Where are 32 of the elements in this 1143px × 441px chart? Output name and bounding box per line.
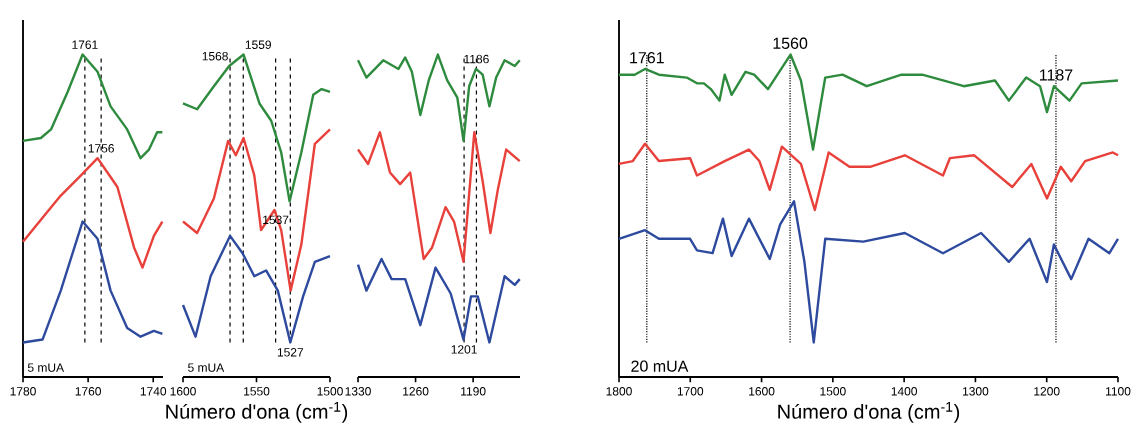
x-axis-title: Número d'ona (cm$^{-1}$)	[778, 402, 960, 423]
x-tick-label: 1260	[403, 387, 429, 396]
text: 20 mUA	[631, 360, 689, 372]
annotation: 1761	[630, 52, 664, 64]
x-tick-label: 1780	[10, 387, 36, 396]
x-tick-label: 1190	[461, 387, 486, 396]
x-axis-title: Número d'ona (cm$^{-1}$)	[166, 402, 348, 423]
annotation: 1527	[277, 348, 304, 357]
annotation: 1568	[202, 51, 228, 61]
x-tick-label: 1100	[1106, 387, 1131, 396]
annotation: 1201	[451, 345, 477, 354]
x-tick-label: 1400	[891, 387, 918, 396]
x-tick-label: 1550	[244, 387, 270, 396]
x-tick-label: 1330	[345, 387, 371, 396]
x-tick-label: 1700	[677, 387, 704, 396]
x-tick-label: 1500	[820, 387, 846, 396]
x-tick-label: 1800	[606, 387, 632, 396]
annotation: 1756	[88, 144, 114, 153]
x-tick-label: 1300	[962, 387, 989, 396]
text: 5 mUA	[188, 363, 225, 372]
x-tick-label: 1600	[749, 387, 775, 396]
text: 5 mUA	[27, 363, 65, 372]
annotation: 1559	[245, 40, 271, 49]
x-tick-label: 1500	[317, 387, 343, 396]
annotation: 1186	[464, 54, 489, 64]
annotation: 1761	[72, 40, 98, 49]
x-tick-label: 1200	[1034, 387, 1060, 396]
annotation: 1187	[1039, 69, 1073, 81]
annotation: 1560	[773, 37, 808, 49]
x-tick-label: 1740	[140, 387, 167, 396]
x-tick-label: 1760	[75, 387, 101, 396]
x-tick-label: 1600	[170, 387, 196, 396]
